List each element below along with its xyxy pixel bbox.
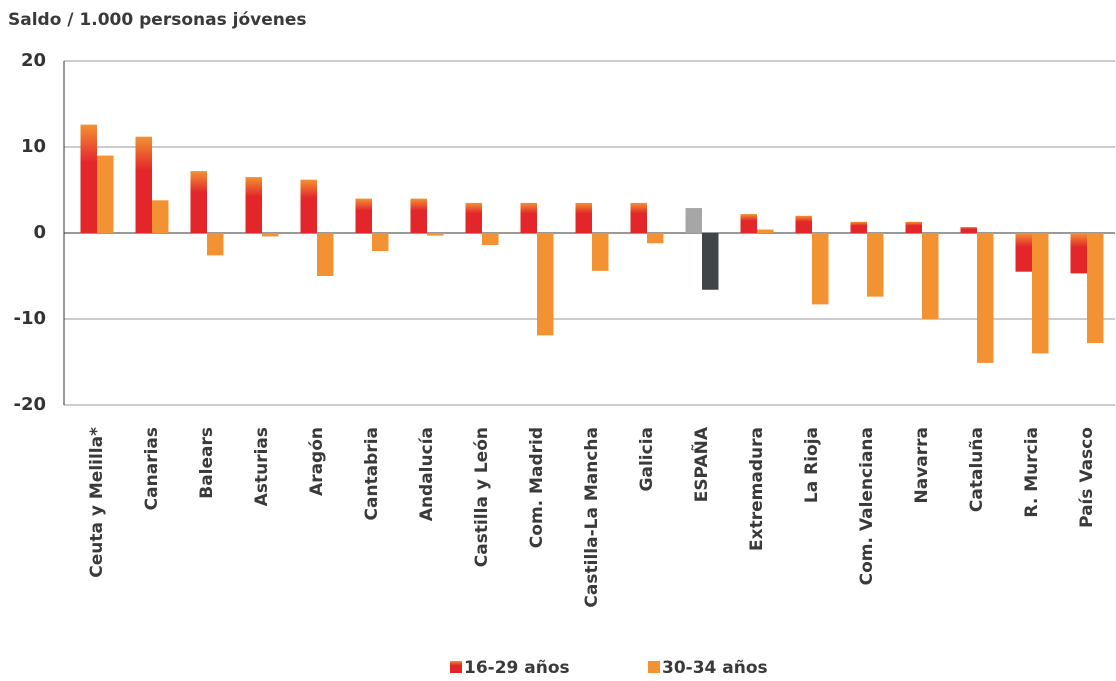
bar [152, 200, 169, 233]
x-tick-label: Ceuta y Melilla* [87, 427, 107, 578]
legend-swatch [450, 661, 462, 673]
y-tick-label: 10 [21, 136, 46, 157]
y-tick-label: -20 [13, 394, 46, 415]
bar [520, 202, 537, 233]
x-tick-label: La Rioja [802, 427, 822, 503]
bar [537, 233, 554, 336]
bar [905, 221, 922, 233]
bar [317, 233, 334, 276]
bar [427, 233, 444, 236]
bar [977, 233, 994, 363]
bar [812, 233, 829, 305]
legend-label: 16-29 años [464, 658, 570, 678]
bar [1015, 233, 1032, 272]
bar [922, 233, 939, 319]
x-tick-label: Balears [197, 427, 217, 499]
bar [740, 214, 757, 233]
bar [207, 233, 224, 256]
x-tick-label: Aragón [307, 427, 327, 496]
bar [592, 233, 609, 271]
bar [135, 136, 152, 233]
y-tick-label: 0 [33, 222, 46, 243]
bar [465, 202, 482, 233]
bar [262, 233, 279, 237]
x-tick-label: R. Murcia [1022, 427, 1042, 518]
bar [190, 171, 207, 233]
bar [97, 155, 114, 233]
x-tick-label: Extremadura [747, 427, 767, 551]
bar [575, 202, 592, 233]
x-tick-label: Com. Madrid [527, 427, 547, 548]
bar [355, 198, 372, 233]
x-tick-label: País Vasco [1077, 427, 1097, 528]
y-tick-label: -10 [13, 308, 46, 329]
x-tick-label: Castilla y León [472, 427, 492, 567]
chart-title: Saldo / 1.000 personas jóvenes [8, 10, 307, 30]
bar [1087, 233, 1104, 344]
legend-label: 30-34 años [662, 658, 768, 678]
bar [80, 124, 97, 233]
x-tick-label: Galicia [637, 427, 657, 491]
legend-swatch [648, 661, 660, 673]
x-tick-label: ESPAÑA [689, 426, 712, 502]
bar [1070, 233, 1087, 274]
bar [1032, 233, 1049, 354]
bar [795, 215, 812, 233]
bar [757, 229, 774, 233]
bar [245, 177, 262, 233]
x-tick-label: Canarias [142, 427, 162, 510]
x-tick-label: Cataluña [967, 427, 987, 512]
bar [410, 198, 427, 233]
bar [372, 233, 389, 252]
x-tick-label: Asturias [252, 427, 272, 506]
bar [685, 208, 702, 233]
x-tick-label: Andalucía [417, 427, 437, 521]
bar [850, 221, 867, 233]
bar [960, 226, 977, 233]
bar [702, 233, 719, 290]
x-tick-label: Navarra [912, 427, 932, 504]
x-tick-label: Castilla-La Mancha [582, 427, 602, 608]
bar [482, 233, 499, 246]
bar [300, 179, 317, 233]
x-tick-label: Cantabria [362, 427, 382, 521]
bar [867, 233, 884, 297]
bar [647, 233, 664, 244]
bar [630, 202, 647, 233]
x-tick-label: Com. Valenciana [857, 427, 877, 585]
y-tick-label: 20 [21, 50, 46, 71]
